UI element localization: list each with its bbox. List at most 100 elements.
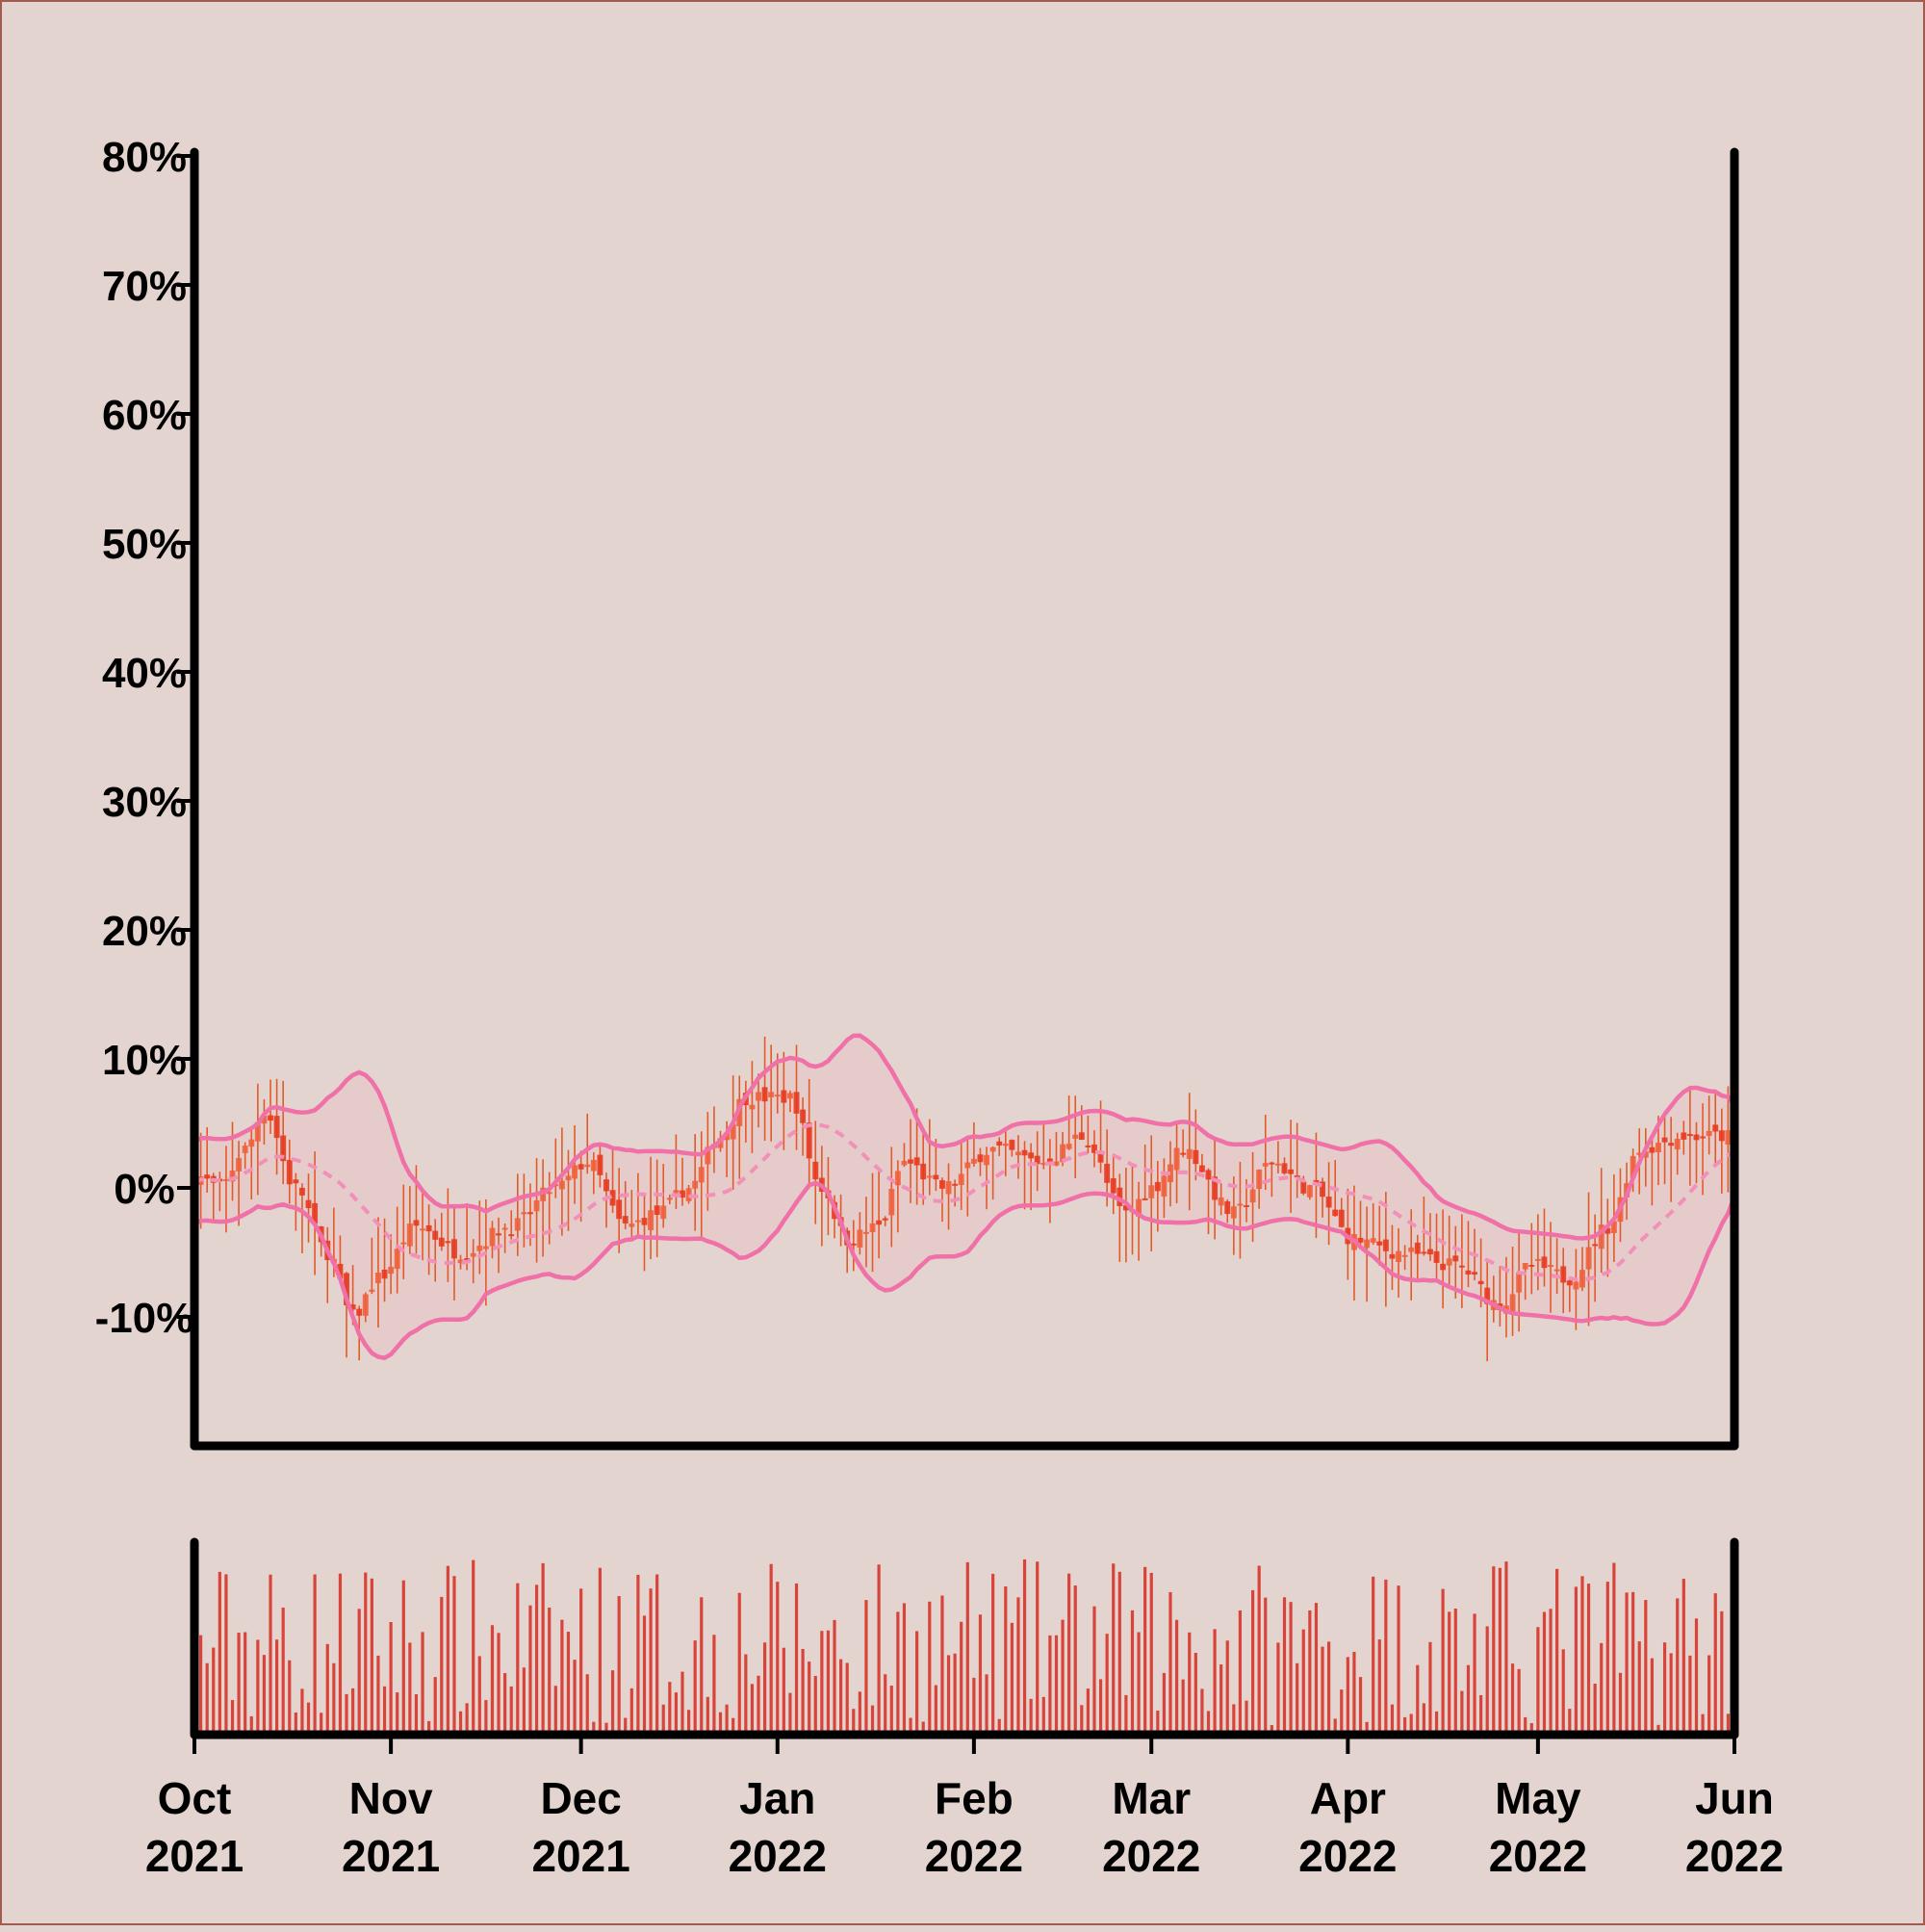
candle-body — [369, 1289, 375, 1292]
candle-body — [901, 1160, 908, 1166]
candle-body — [476, 1245, 483, 1251]
candle-body — [1630, 1155, 1636, 1178]
candle-body — [1021, 1149, 1028, 1156]
candle-body — [913, 1157, 920, 1166]
candle-body — [1370, 1238, 1376, 1243]
volume-bar — [1694, 1618, 1699, 1735]
candle-body — [298, 1187, 305, 1196]
x-tick-label-month: May — [1495, 1773, 1581, 1823]
volume-bar — [1479, 1694, 1483, 1735]
volume-bar — [960, 1621, 963, 1735]
candle-body — [1610, 1221, 1617, 1233]
x-tick-label-month: Dec — [540, 1773, 621, 1823]
candle-body — [958, 1173, 964, 1185]
x-tick-label-month: Jun — [1695, 1773, 1774, 1823]
candle-body — [938, 1180, 945, 1189]
candle-body — [578, 1164, 584, 1170]
volume-bar — [548, 1607, 552, 1735]
volume-bar — [198, 1635, 203, 1735]
volume-bar — [1504, 1561, 1508, 1735]
volume-bar — [1029, 1698, 1033, 1735]
candle-body — [1534, 1258, 1541, 1261]
candle-body — [1484, 1287, 1491, 1304]
candle-body — [1122, 1205, 1129, 1211]
volume-bar — [230, 1700, 235, 1735]
candle-body — [1528, 1264, 1535, 1267]
volume-bar — [244, 1632, 247, 1735]
x-tick-label-month: Feb — [935, 1773, 1014, 1823]
volume-bar — [915, 1631, 919, 1735]
candle-body — [1028, 1152, 1035, 1159]
volume-bar — [598, 1567, 602, 1735]
candle-body — [558, 1180, 565, 1190]
candle-body — [908, 1159, 913, 1164]
candle-body — [514, 1218, 521, 1231]
volume-bar — [858, 1691, 861, 1735]
volume-bar — [1067, 1573, 1071, 1735]
volume-bar — [1485, 1626, 1489, 1735]
volume-bar — [1041, 1696, 1045, 1735]
candle-body — [1433, 1250, 1440, 1263]
volume-bar — [1662, 1642, 1667, 1735]
candle-body — [527, 1212, 533, 1215]
x-tick-label-month: Oct — [158, 1773, 232, 1823]
volume-bar — [1036, 1561, 1040, 1735]
volume-bar — [1117, 1571, 1121, 1735]
volume-bar — [472, 1559, 475, 1735]
volume-bar — [579, 1588, 583, 1735]
volume-bar — [1720, 1610, 1724, 1735]
volume-bar — [610, 1670, 615, 1735]
volume-bar — [1688, 1655, 1692, 1735]
volume-bar — [1612, 1562, 1616, 1735]
volume-bar — [1650, 1658, 1655, 1735]
volume-bar — [1593, 1683, 1597, 1735]
band-lower-line — [192, 1180, 1737, 1361]
volume-bar — [991, 1573, 995, 1735]
candle-body — [236, 1157, 243, 1172]
volume-bar — [845, 1662, 849, 1735]
candle-body — [229, 1170, 236, 1182]
volume-bar — [712, 1635, 716, 1735]
volume-bar — [833, 1619, 836, 1735]
volume-bar — [1510, 1663, 1515, 1735]
y-tick-label: 80% — [102, 134, 187, 181]
volume-bar — [1245, 1700, 1248, 1735]
candle-body — [806, 1122, 812, 1159]
candle-body — [1110, 1178, 1116, 1194]
volume-bar — [1466, 1664, 1471, 1735]
volume-bar — [870, 1705, 875, 1735]
candle-body — [457, 1259, 464, 1264]
volume-bar — [1625, 1592, 1629, 1735]
volume-bar — [1308, 1610, 1312, 1735]
volume-bar — [1156, 1711, 1160, 1735]
candle-body — [1598, 1224, 1604, 1249]
candle-body — [1097, 1150, 1104, 1163]
candle-body — [337, 1263, 344, 1279]
volume-bar — [1701, 1713, 1705, 1735]
candle-body — [641, 1218, 648, 1225]
volume-bar — [1276, 1642, 1280, 1735]
candle-body — [933, 1174, 939, 1180]
volume-bar — [1321, 1646, 1324, 1735]
candle-body — [629, 1224, 635, 1227]
volume-bar — [877, 1564, 881, 1735]
volume-bar — [249, 1715, 253, 1735]
candle-body — [381, 1269, 388, 1279]
volume-bar — [288, 1660, 292, 1735]
volume-bar — [1676, 1598, 1680, 1735]
volume-bar — [320, 1713, 323, 1735]
volume-bar — [997, 1718, 1001, 1735]
volume-bar — [1213, 1629, 1217, 1735]
candle-body — [1656, 1143, 1661, 1153]
candle-body — [603, 1179, 609, 1192]
candle-body — [349, 1304, 356, 1310]
volume-bar — [1434, 1711, 1439, 1735]
candle-body — [273, 1116, 280, 1139]
candle-body — [749, 1104, 756, 1110]
volume-bar — [1333, 1718, 1337, 1735]
candle-body — [1072, 1134, 1079, 1139]
candle-body — [406, 1224, 413, 1247]
candle-body — [1477, 1280, 1484, 1284]
candle-body — [1693, 1134, 1700, 1141]
candle-body — [1681, 1132, 1687, 1140]
